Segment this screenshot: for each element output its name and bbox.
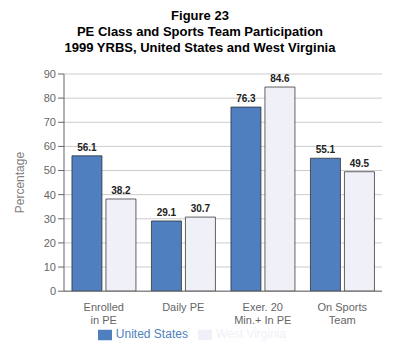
svg-text:56.1: 56.1 — [77, 142, 97, 153]
html-text:United States: United States — [115, 327, 188, 342]
svg-text:Daily PE: Daily PE — [162, 301, 204, 313]
html-text:West Virginia: West Virginia — [215, 327, 287, 342]
svg-text:10: 10 — [44, 261, 56, 273]
svg-text:30: 30 — [44, 213, 56, 225]
svg-text:30.7: 30.7 — [191, 203, 211, 214]
svg-text:38.2: 38.2 — [111, 185, 131, 196]
svg-text:20: 20 — [44, 237, 56, 249]
svg-text:Enrolledin PE: Enrolledin PE — [84, 301, 124, 326]
svg-text:76.3: 76.3 — [236, 93, 256, 104]
svg-text:60: 60 — [44, 140, 56, 152]
svg-text:40: 40 — [44, 189, 56, 201]
svg-text:55.1: 55.1 — [316, 144, 336, 155]
html-text:PE Class and Sports Team Parti: PE Class and Sports Team Participation — [76, 24, 323, 39]
svg-text:90: 90 — [44, 68, 56, 80]
svg-text:50: 50 — [44, 164, 56, 176]
svg-text:80: 80 — [44, 92, 56, 104]
html-text:1999 YRBS, United States and W: 1999 YRBS, United States and West Virgin… — [64, 40, 336, 55]
svg-text:Percentage: Percentage — [13, 152, 27, 214]
svg-text:On SportsTeam: On SportsTeam — [317, 301, 367, 326]
svg-text:0: 0 — [50, 285, 56, 297]
svg-text:Exer. 20Min.+ In PE: Exer. 20Min.+ In PE — [234, 301, 291, 326]
svg-text:70: 70 — [44, 116, 56, 128]
svg-text:29.1: 29.1 — [157, 207, 177, 218]
svg-text:49.5: 49.5 — [350, 158, 370, 169]
svg-text:84.6: 84.6 — [270, 73, 290, 84]
html-text:Figure 23: Figure 23 — [171, 8, 229, 23]
